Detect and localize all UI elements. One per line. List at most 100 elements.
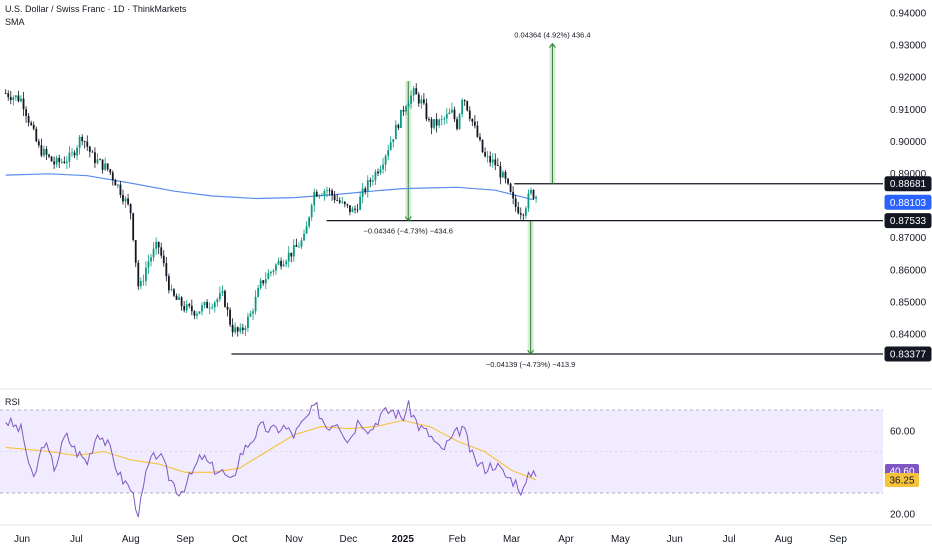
candle-body xyxy=(45,149,48,155)
candle-body xyxy=(22,98,25,110)
candle-body xyxy=(417,94,420,104)
price-tick-label: 0.85000 xyxy=(890,297,927,308)
candle xyxy=(346,203,349,209)
candle-body xyxy=(68,152,71,162)
candle xyxy=(14,94,17,101)
rsi-title: RSI xyxy=(5,397,21,407)
candle-body xyxy=(65,161,68,164)
candle-body xyxy=(241,327,244,331)
candle xyxy=(109,168,112,176)
candle-body xyxy=(111,172,114,180)
candle xyxy=(165,256,168,282)
candle-body xyxy=(517,206,520,214)
candle-body xyxy=(185,304,188,311)
candle xyxy=(277,257,280,266)
candle xyxy=(338,197,341,205)
candle-body xyxy=(295,245,298,247)
candle-body xyxy=(336,200,339,201)
candle xyxy=(422,93,425,105)
candle-body xyxy=(60,161,63,163)
candle xyxy=(221,285,224,297)
candle-body xyxy=(384,155,387,165)
measure-label: 0.04364 (4.92%) 436.4 xyxy=(514,31,590,40)
candle xyxy=(402,105,405,116)
candle-body xyxy=(201,305,203,312)
candle-body xyxy=(114,179,117,186)
candle-body xyxy=(165,263,168,277)
candle-body xyxy=(17,95,20,102)
candle-body xyxy=(180,297,183,307)
price-badge xyxy=(884,213,932,229)
candle xyxy=(241,323,244,335)
candle xyxy=(81,134,84,146)
candle-body xyxy=(231,324,234,333)
x-tick-label: Aug xyxy=(122,534,140,545)
candle-body xyxy=(315,192,318,197)
candle xyxy=(185,299,188,314)
candle-body xyxy=(333,195,336,201)
candle xyxy=(305,221,308,234)
x-tick-label: Dec xyxy=(340,534,358,545)
candle-body xyxy=(81,136,84,142)
candle xyxy=(382,157,384,174)
candle xyxy=(68,146,71,168)
candle-body xyxy=(129,203,132,214)
x-tick-label: Oct xyxy=(232,534,248,545)
candle xyxy=(269,270,272,277)
candle xyxy=(379,165,382,175)
candle-body xyxy=(208,307,211,309)
candle-body xyxy=(415,88,418,95)
candle-body xyxy=(254,296,257,312)
candle-body xyxy=(504,171,507,179)
candle-body xyxy=(213,302,216,308)
candle-body xyxy=(99,159,101,161)
candle xyxy=(499,161,502,185)
candle xyxy=(88,145,91,158)
candle-body xyxy=(514,198,517,207)
candle-body xyxy=(354,208,356,210)
candle-body xyxy=(267,273,270,280)
candle xyxy=(435,113,438,133)
candle-body xyxy=(211,307,214,309)
candle xyxy=(519,207,522,220)
candle-body xyxy=(448,112,451,115)
candle-body xyxy=(458,114,461,129)
candle xyxy=(502,170,504,178)
candle xyxy=(119,181,122,198)
candle-body xyxy=(461,99,464,115)
candle-body xyxy=(535,197,537,199)
candle-body xyxy=(37,141,40,146)
candle-body xyxy=(32,124,35,129)
candle xyxy=(361,182,364,204)
candle xyxy=(180,296,183,311)
rsi-value-badge-label: 40.60 xyxy=(889,467,914,478)
x-tick-label: Feb xyxy=(449,534,467,545)
candle-body xyxy=(106,163,109,170)
candle-body xyxy=(412,88,415,96)
candle-body xyxy=(502,171,504,178)
candle-body xyxy=(351,208,354,213)
candle-body xyxy=(410,95,413,104)
candle xyxy=(247,312,249,332)
candle-body xyxy=(188,304,191,306)
candle xyxy=(514,194,517,212)
candle xyxy=(111,170,114,186)
candle-body xyxy=(527,193,530,209)
candle-body xyxy=(473,121,476,126)
candle xyxy=(178,293,180,301)
measure-arrow xyxy=(549,42,556,48)
candle-body xyxy=(479,136,481,140)
candle xyxy=(451,102,453,114)
candle xyxy=(86,135,89,151)
candle xyxy=(425,98,428,122)
candle-body xyxy=(305,226,308,234)
candle xyxy=(522,213,525,220)
candle-body xyxy=(272,270,275,272)
candle-body xyxy=(463,99,466,102)
candle-body xyxy=(162,255,165,264)
x-tick-label: May xyxy=(611,534,630,545)
candle-body xyxy=(371,180,374,182)
candle-body xyxy=(252,311,254,314)
candle-body xyxy=(369,180,372,182)
candle-body xyxy=(63,161,66,164)
